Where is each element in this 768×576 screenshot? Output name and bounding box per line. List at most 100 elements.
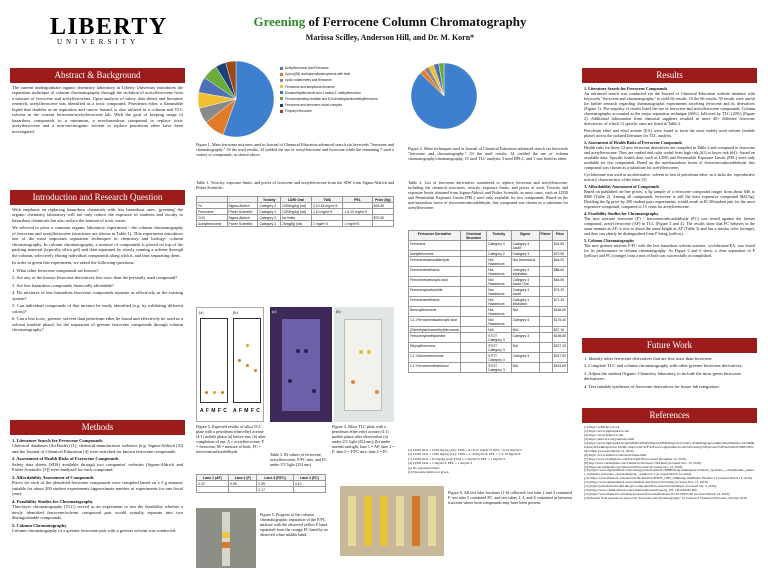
future-work-list: 1. Identify other ferrocene derivatives …: [584, 356, 755, 391]
table-cell: STOT Category 3: [486, 362, 512, 373]
band-orange: [222, 542, 230, 548]
methods-list: 1. Literature Search for Ferrocene Compo…: [12, 438, 183, 536]
abstract-text: The current undergraduate organic chemis…: [12, 85, 183, 134]
intro-question-list: 1. What other ferrocene compounds are kn…: [12, 268, 183, 333]
results-heading: 1. Literature Search for Ferrocene Compo…: [584, 86, 668, 91]
table1-caption: Table 1. Toxicity, exposure limits, and …: [196, 180, 394, 190]
table-footnote: (f) Exposure limits not given: [408, 469, 449, 474]
table-cell: N/A: [510, 306, 540, 317]
table-footnote: (c) LD50 Oral = 25 mg/kg (rat); TWA = 1 …: [408, 456, 505, 461]
legend-swatch: [280, 72, 283, 76]
table-cell: $175.40: [551, 316, 569, 327]
figure5-photo-column: [196, 508, 256, 568]
pie-slice: [225, 60, 237, 100]
test-tube: [396, 496, 404, 546]
table-header-cell: Price: [551, 230, 569, 241]
table-cell: [459, 342, 488, 353]
results-heading: 4. Feasibility Studies for Chromatograph…: [584, 210, 659, 216]
table-cell: [538, 240, 553, 251]
legend-entry: Ferrocene and ferrocene-nickel complex: [280, 103, 395, 107]
table-row: Ferrocenylmethylamine STOT Category 3 Cate…: [408, 332, 569, 343]
table-cell: Not Hazardous: [486, 276, 512, 287]
lane-label: A F: [233, 408, 243, 414]
methods-text: Chemical databases (SciFinder) [1], chem…: [12, 443, 183, 454]
logo-subword: UNIVERSITY: [57, 38, 139, 46]
table-cell: Fisher Scientific: [226, 220, 259, 227]
table-row: Ferrocenecarboxaldehyde Not Hazardous Not …: [408, 256, 569, 267]
table-cell: [538, 342, 553, 353]
title-rest: of Ferrocene Column Chromatography: [305, 14, 527, 29]
table-cell: 1,1'-Dibromoferrocene: [408, 352, 461, 363]
table-cell: Ferrocenemethanol: [408, 266, 461, 277]
table-header-cell: Ferrocene Derivative: [408, 230, 461, 241]
table-cell: -: [292, 486, 327, 493]
table-cell: Ferrocene: [408, 240, 461, 251]
methods-heading: 1. Literature Search for Ferrocene Compo…: [12, 438, 103, 443]
title-highlight: Greening: [253, 14, 306, 29]
table-cell: 25mg/kg (rat): [279, 220, 312, 227]
table-cell: [459, 362, 488, 373]
table-cell: Ethynylferrocene: [408, 342, 461, 353]
table-cell: Ferrocenemethanol: [408, 296, 461, 307]
results-text: Health risks for those 12 new ferrocene …: [584, 144, 755, 170]
plate-spot: [221, 391, 224, 394]
intro-paragraph-3: In order to green this experiment, we as…: [12, 260, 135, 266]
table-cell: Ferrocenecarboxylic acid: [408, 276, 461, 287]
results-text: An advanced search was conducted via the…: [584, 90, 755, 126]
references-list: [1] https://scifinder.cas.org [2] https:…: [584, 425, 755, 501]
table-cell: 1,1'-Ferrocenedimethanol: [408, 362, 461, 373]
table-cell: STOT Category 3: [486, 332, 512, 343]
table-footnote: (e) No exposure limits: [408, 465, 440, 470]
table-cell: [538, 352, 553, 363]
section-header-results: Results: [582, 68, 757, 83]
table-cell: Not Hazardous: [510, 256, 540, 267]
table-cell: $227.20: [551, 342, 569, 353]
table-cell: [538, 306, 553, 317]
methods-heading: 5. Column Chromatography: [12, 522, 67, 528]
plate-spot: [375, 390, 379, 394]
legend-swatch: [280, 66, 283, 70]
figure3-caption: Figure 3. Expected results of silica TLC…: [196, 424, 266, 454]
table-cell: [459, 352, 488, 363]
table-cell: $88.60: [551, 266, 569, 277]
test-tube: [428, 496, 436, 546]
logo-word: LIBERTY: [50, 14, 168, 40]
plate-spot: [304, 349, 308, 353]
table-cell: [538, 362, 553, 373]
legend-label: Ferrocene and anhydrous benzene: [285, 84, 335, 89]
legend-entry: Ferrocene and anhydrous benzene: [280, 85, 395, 89]
intro-question: 6. Can a less toxic, greener, solvent th…: [12, 316, 183, 333]
figure3-plate-before: [200, 318, 228, 403]
table-cell: Not Hazardous: [486, 296, 512, 307]
table-cell: Not Hazardous: [486, 316, 512, 327]
table-cell: [459, 286, 488, 297]
poster-title: Greening of Ferrocene Column Chromatogra…: [195, 14, 585, 30]
table-row: Ethynylferrocene STOT Category 3 N/A $227.2…: [408, 342, 569, 353]
table-header-cell: Chemical Structure: [459, 230, 488, 241]
table-cell: Not Hazardous: [486, 266, 512, 277]
figure3-lane-labels-a: A F M F C: [200, 408, 227, 414]
table-cell: $46.00: [551, 256, 569, 267]
legend-label: Ferrocenylmethyl acetate and N,N-dimethy…: [285, 96, 378, 101]
column-tube: [222, 512, 230, 566]
university-logo: LIBERTY UNIVERSITY: [50, 14, 180, 50]
intro-paragraph-2: We selected to pivot a common organic la…: [12, 225, 183, 258]
table-cell: 1 mg/m^3: [310, 220, 344, 227]
legend-swatch: [280, 85, 283, 89]
figure4-label-b: (b): [336, 309, 341, 314]
results-text: Petroleum ether and ethyl acetate (EA) w…: [584, 127, 755, 138]
results-heading: 5. Column Chromatography: [584, 237, 635, 243]
legend-swatch: [280, 97, 283, 101]
table-cell: Benzoylferrocene: [408, 306, 461, 317]
table-cell: Category 4: [486, 240, 512, 251]
future-work-item: 1. Identify other ferrocene derivatives …: [584, 356, 712, 361]
table1-container: Toxicity LD50 Oral TWA PEL Price (5g) Fe Sigma…: [196, 196, 395, 227]
table-cell: Ferrocenecarboxaldehyde: [408, 256, 461, 267]
legend-swatch: [280, 91, 283, 95]
table-row: Ferrocene Fisher Scientific Category 4 1320…: [196, 208, 395, 215]
legend-entry: Acetylferrocene and Ferrocene: [280, 66, 395, 70]
sunlight-plate: [344, 319, 382, 411]
results-heading: 3. Affordability Assessment of Compounds: [584, 183, 660, 189]
